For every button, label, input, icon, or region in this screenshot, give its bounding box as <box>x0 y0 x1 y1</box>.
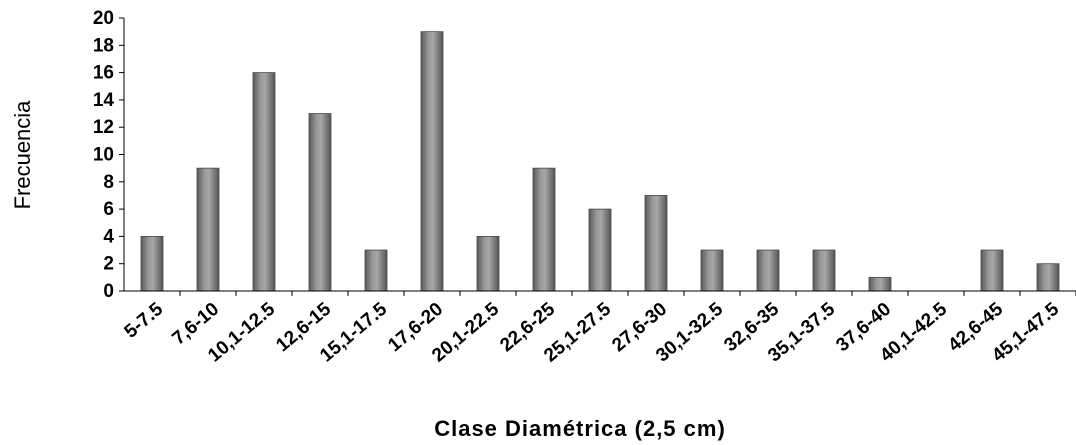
y-tick-label: 6 <box>103 199 114 220</box>
bar-25,1-27.5 <box>588 208 612 292</box>
bar-32,6-35 <box>756 249 780 292</box>
bars <box>140 31 1060 292</box>
y-tick-label: 2 <box>103 254 114 275</box>
y-tick-label: 4 <box>103 226 114 247</box>
bar-7,6-10 <box>196 167 220 292</box>
y-axis-title: Frecuencia <box>10 100 35 210</box>
y-axis-ticks: 0 2 4 6 8 10 12 14 16 18 20 <box>93 8 124 302</box>
bar-30,1-32.5 <box>700 249 724 292</box>
bar-45,1-47.5 <box>1036 263 1060 292</box>
bar-17,6-20 <box>420 31 444 292</box>
x-tick-label: 5-7.5 <box>121 298 168 342</box>
bar-20,1-22.5 <box>476 235 500 292</box>
bar-12,6-15 <box>308 113 332 292</box>
x-axis-title: Clase Diamétrica (2,5 cm) <box>434 416 726 441</box>
y-tick-label: 10 <box>93 145 114 166</box>
bar-10,1-12.5 <box>252 72 276 292</box>
y-tick-label: 14 <box>93 90 115 111</box>
bar-35,1-37.5 <box>812 249 836 292</box>
y-tick-label: 18 <box>93 35 114 56</box>
y-tick-label: 8 <box>103 172 114 193</box>
bar-5-7.5 <box>140 235 164 292</box>
y-tick-label: 0 <box>103 281 114 302</box>
bar-27,6-30 <box>644 195 668 292</box>
bar-42,6-45 <box>980 249 1004 292</box>
bar-15,1-17.5 <box>364 249 388 292</box>
bar-22,6-25 <box>532 167 556 292</box>
y-tick-label: 20 <box>93 8 114 29</box>
y-tick-label: 12 <box>93 117 114 138</box>
bar-37,6-40 <box>868 276 892 292</box>
x-axis-ticks: 5-7.5 7,6-1010,1-12.512,6-1515,1-17.517,6… <box>121 291 1076 366</box>
y-tick-label: 16 <box>93 63 114 84</box>
